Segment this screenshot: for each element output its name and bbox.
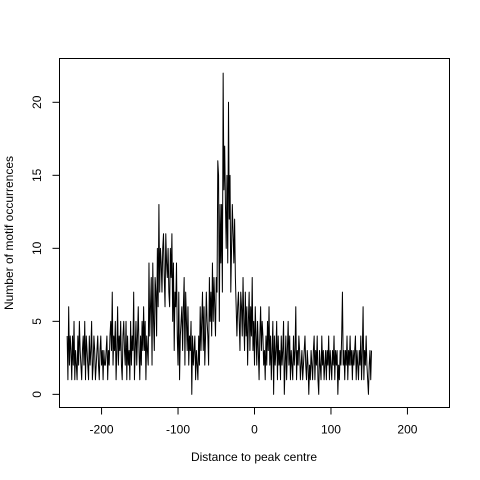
y-tick-label: 10 [30,241,44,255]
series-line [66,72,372,395]
x-axis: -200 -100 0 100 200 [90,407,418,437]
y-tick-label: 0 [30,391,44,398]
y-axis-title: Number of motif occurrences [2,156,16,310]
x-tick-label: -200 [90,423,114,437]
y-axis: 0 5 10 15 20 [30,95,60,398]
x-tick-label: 100 [321,423,341,437]
x-tick-label: 0 [251,423,258,437]
y-tick-label: 15 [30,168,44,182]
x-tick-label: 200 [397,423,417,437]
y-tick-label: 5 [30,318,44,325]
x-tick-label: -100 [166,423,190,437]
y-tick-label: 20 [30,95,44,109]
x-axis-title: Distance to peak centre [191,450,317,464]
